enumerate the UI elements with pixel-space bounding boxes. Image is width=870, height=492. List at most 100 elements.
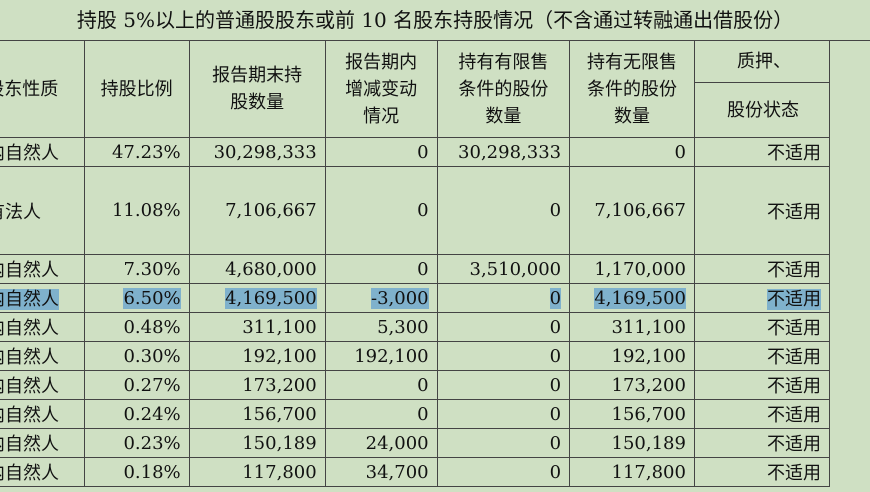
cell-unrestricted-shares: 150,189 [569, 428, 695, 458]
cell-end-quantity: 150,189 [188, 428, 326, 458]
header-holding-ratio: 持股比例 [83, 40, 190, 138]
header-restricted-shares: 持有有限售 条件的股份 数量 [436, 40, 571, 138]
cell-holding-ratio: 0.48% [83, 312, 190, 342]
cell-restricted-shares: 0 [436, 428, 571, 458]
cell-text: 0 [417, 141, 429, 163]
cell-period-change: 24,000 [324, 428, 438, 458]
cell-text: 7,106,667 [594, 200, 686, 221]
cell-restricted-shares: 0 [436, 399, 571, 429]
cell-text: 6.50% [123, 287, 181, 309]
cell-shareholder-nature: 境内自然人 [0, 283, 85, 313]
cell-holding-ratio: 0.23% [83, 428, 190, 458]
cell-end-quantity: 4,680,000 [188, 254, 326, 284]
cell-text: 117,800 [611, 461, 686, 483]
cell-end-quantity: 117,800 [188, 457, 326, 487]
cell-shareholder-nature: 境内自然人 [0, 399, 85, 429]
cell-holding-ratio: 47.23% [83, 137, 190, 167]
cell-text: 国有法人 [0, 201, 41, 223]
cell-end-quantity: 4,169,500 [188, 283, 326, 313]
cell-text: 0 [417, 258, 429, 280]
cell-text: 173,200 [611, 374, 686, 396]
cell-restricted-shares: 0 [436, 312, 571, 342]
cell-end-quantity: 192,100 [188, 341, 326, 371]
cell-text: 156,700 [242, 403, 317, 425]
cell-period-change: 0 [324, 137, 438, 167]
cell-holding-ratio: 0.30% [83, 341, 190, 371]
header-pledge: 质押、 [693, 40, 831, 83]
cell-text: 4,169,500 [225, 287, 317, 309]
cell-text: 0 [549, 345, 562, 367]
cell-shareholder-nature: 境内自然人 [0, 137, 85, 167]
cell-text: 4,169,500 [594, 287, 686, 309]
cell-text: 0 [417, 403, 429, 425]
table-row: 境内自然人 0.30% 192,100 192,100 0 192,100 不适用 [0, 341, 831, 371]
cell-text: 24,000 [365, 432, 429, 454]
cell-text: 0 [549, 403, 562, 425]
cell-holding-ratio: 0.27% [83, 370, 190, 400]
cell-share-status: 不适用 [693, 166, 831, 255]
cell-text: 0.27% [123, 374, 181, 396]
cell-text: 境内自然人 [0, 289, 59, 310]
cell-restricted-shares: 3,510,000 [436, 254, 571, 284]
cell-text: 境内自然人 [0, 463, 59, 484]
cell-text: 0 [417, 200, 429, 221]
cell-period-change: 0 [324, 166, 438, 255]
cell-text: 境内自然人 [0, 347, 59, 368]
cell-text: 34,700 [365, 461, 429, 483]
cell-unrestricted-shares: 1,170,000 [569, 254, 695, 284]
cell-period-change: 0 [324, 399, 438, 429]
table-row: 境内自然人 6.50% 4,169,500 -3,000 0 4,169,500 不适用 [0, 283, 831, 313]
cell-text: 0 [549, 374, 562, 396]
cell-shareholder-nature: 境内自然人 [0, 341, 85, 371]
header-unrestricted-shares: 持有无限售 条件的股份 数量 [569, 40, 695, 138]
cell-text: 47.23% [111, 141, 181, 163]
cell-text: 境内自然人 [0, 318, 59, 339]
cell-restricted-shares: 30,298,333 [436, 137, 571, 167]
cell-text: 0 [549, 316, 562, 338]
cell-text: 4,680,000 [225, 258, 317, 280]
cell-unrestricted-shares: 0 [569, 137, 695, 167]
cell-text: 7,106,667 [225, 200, 317, 221]
table-row: 境内自然人 0.48% 311,100 5,300 0 311,100 不适用 [0, 312, 831, 342]
cell-share-status: 不适用 [693, 341, 831, 371]
cell-text: 3,510,000 [469, 258, 562, 280]
cell-text: 1,170,000 [594, 258, 686, 280]
cell-text: 150,189 [242, 432, 317, 454]
cell-text: 117,800 [242, 461, 317, 483]
cell-restricted-shares: 0 [436, 341, 571, 371]
cell-share-status: 不适用 [693, 399, 831, 429]
cell-holding-ratio: 0.24% [83, 399, 190, 429]
cell-share-status: 不适用 [693, 428, 831, 458]
cell-text: 11.08% [111, 200, 181, 221]
cell-share-status: 不适用 [693, 283, 831, 313]
cell-text: 0 [674, 141, 686, 163]
cell-text: 不适用 [767, 434, 821, 455]
cell-restricted-shares: 0 [436, 457, 571, 487]
cell-restricted-shares: 0 [436, 283, 571, 313]
cell-text: 境内自然人 [0, 405, 59, 426]
cell-text: 不适用 [767, 260, 821, 281]
cell-text: 0.24% [123, 403, 181, 425]
cell-share-status: 不适用 [693, 254, 831, 284]
table-row: 境内自然人 0.23% 150,189 24,000 0 150,189 不适用 [0, 428, 831, 458]
cell-text: 0 [549, 200, 562, 221]
cell-shareholder-nature: 境内自然人 [0, 370, 85, 400]
cell-period-change: -3,000 [324, 283, 438, 313]
cell-text: 境内自然人 [0, 434, 59, 455]
table-row: 国有法人 11.08% 7,106,667 0 0 7,106,667 不适用 [0, 166, 831, 255]
header-share-status: 股份状态 [693, 82, 831, 138]
cell-text: 0 [549, 461, 562, 483]
cell-text: 不适用 [767, 463, 821, 484]
table-title: 持股 5%以上的普通股股东或前 10 名股东持股情况（不含通过转融通出借股份） [0, 0, 870, 41]
cell-text: 不适用 [767, 405, 821, 426]
cell-shareholder-nature: 境内自然人 [0, 428, 85, 458]
cell-text: 30,298,333 [458, 141, 562, 163]
cell-text: 311,100 [242, 316, 317, 338]
cell-period-change: 192,100 [324, 341, 438, 371]
cell-text: 5,300 [377, 316, 429, 338]
cell-text: 不适用 [767, 201, 821, 223]
cell-text: 0.48% [123, 316, 181, 338]
cell-restricted-shares: 0 [436, 166, 571, 255]
cell-unrestricted-shares: 156,700 [569, 399, 695, 429]
cell-text: 0.23% [123, 432, 181, 454]
